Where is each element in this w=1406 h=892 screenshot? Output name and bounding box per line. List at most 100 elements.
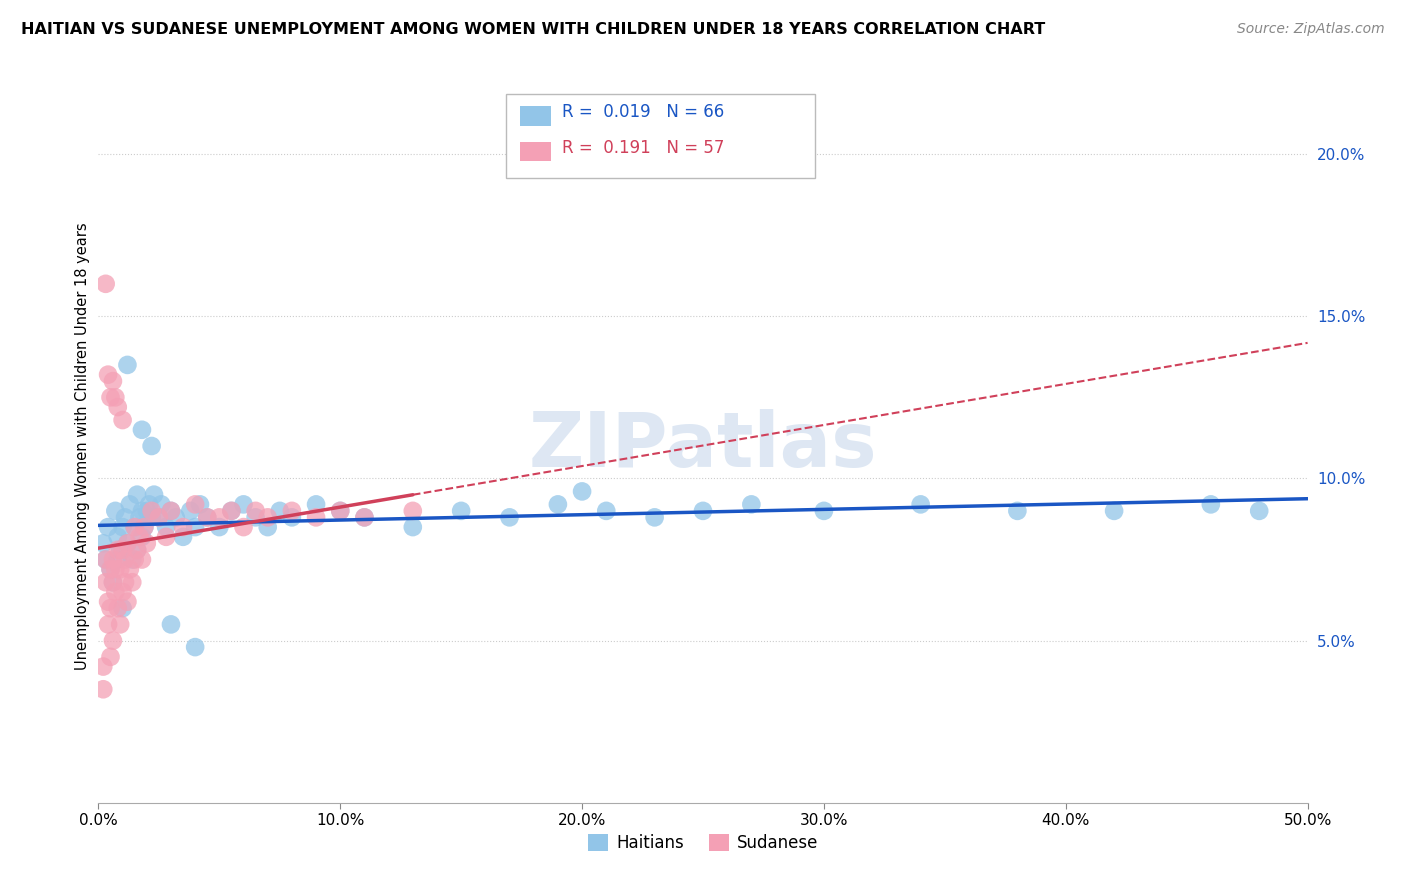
Point <box>644 510 666 524</box>
Point <box>108 562 131 576</box>
Point <box>127 542 149 557</box>
Text: R =  0.191   N = 57: R = 0.191 N = 57 <box>562 139 724 157</box>
Point <box>128 510 150 524</box>
Point <box>104 585 127 599</box>
Point <box>124 520 146 534</box>
Text: ZIPatlas: ZIPatlas <box>529 409 877 483</box>
Point <box>135 536 157 550</box>
Point <box>111 542 134 557</box>
Point <box>121 575 143 590</box>
Point <box>94 552 117 566</box>
Point <box>160 504 183 518</box>
Point <box>910 497 932 511</box>
Point <box>127 488 149 502</box>
Point <box>1007 504 1029 518</box>
Legend: Haitians, Sudanese: Haitians, Sudanese <box>581 827 825 859</box>
Point <box>1249 504 1271 518</box>
Point <box>101 575 124 590</box>
Point <box>131 504 153 518</box>
Point <box>117 536 139 550</box>
Point <box>498 510 520 524</box>
Point <box>148 510 170 524</box>
Point <box>188 497 211 511</box>
Point <box>184 520 207 534</box>
Point <box>155 530 177 544</box>
Point <box>160 504 183 518</box>
Point <box>329 504 352 518</box>
Point <box>94 575 117 590</box>
Point <box>195 510 218 524</box>
Point <box>353 510 375 524</box>
Point <box>402 504 425 518</box>
Point <box>450 504 472 518</box>
Point <box>172 520 194 534</box>
Point <box>402 520 425 534</box>
Point <box>100 601 122 615</box>
Point <box>195 510 218 524</box>
Point <box>143 488 166 502</box>
Point <box>232 520 254 534</box>
Point <box>94 277 117 291</box>
Point <box>101 552 124 566</box>
Point <box>108 617 131 632</box>
Point <box>121 552 143 566</box>
Point <box>111 585 134 599</box>
Point <box>104 504 127 518</box>
Point <box>232 497 254 511</box>
Point <box>256 520 278 534</box>
Point <box>124 520 146 534</box>
Point <box>118 497 141 511</box>
Point <box>141 510 163 524</box>
Point <box>124 552 146 566</box>
Point <box>107 601 129 615</box>
Point <box>118 562 141 576</box>
Point <box>104 390 127 404</box>
Point <box>111 413 134 427</box>
Point <box>208 510 231 524</box>
Point <box>184 497 207 511</box>
Point <box>101 575 124 590</box>
Point <box>256 510 278 524</box>
Point <box>127 542 149 557</box>
Point <box>97 368 120 382</box>
Point <box>281 504 304 518</box>
Point <box>281 510 304 524</box>
Point <box>117 595 139 609</box>
Point <box>131 552 153 566</box>
Point <box>94 552 117 566</box>
Point <box>117 358 139 372</box>
Point <box>184 640 207 654</box>
Point <box>595 504 617 518</box>
Point <box>100 562 122 576</box>
Point <box>107 542 129 557</box>
Point <box>111 520 134 534</box>
Point <box>91 682 114 697</box>
Text: R =  0.019   N = 66: R = 0.019 N = 66 <box>562 103 724 121</box>
Point <box>107 400 129 414</box>
Point <box>128 530 150 544</box>
Point <box>97 520 120 534</box>
Point <box>1102 504 1125 518</box>
Point <box>134 520 156 534</box>
Point <box>131 530 153 544</box>
Point <box>150 497 173 511</box>
Point <box>131 423 153 437</box>
Text: Source: ZipAtlas.com: Source: ZipAtlas.com <box>1237 22 1385 37</box>
Point <box>179 504 201 518</box>
Point <box>134 520 156 534</box>
Point <box>114 552 136 566</box>
Point <box>141 439 163 453</box>
Point <box>135 504 157 518</box>
Point <box>172 530 194 544</box>
Point <box>148 510 170 524</box>
Point <box>107 530 129 544</box>
Text: HAITIAN VS SUDANESE UNEMPLOYMENT AMONG WOMEN WITH CHILDREN UNDER 18 YEARS CORREL: HAITIAN VS SUDANESE UNEMPLOYMENT AMONG W… <box>21 22 1045 37</box>
Point <box>155 520 177 534</box>
Point <box>114 575 136 590</box>
Point <box>108 542 131 557</box>
Point <box>221 504 243 518</box>
Point <box>111 601 134 615</box>
Point <box>329 504 352 518</box>
Point <box>813 504 835 518</box>
Point <box>101 633 124 648</box>
